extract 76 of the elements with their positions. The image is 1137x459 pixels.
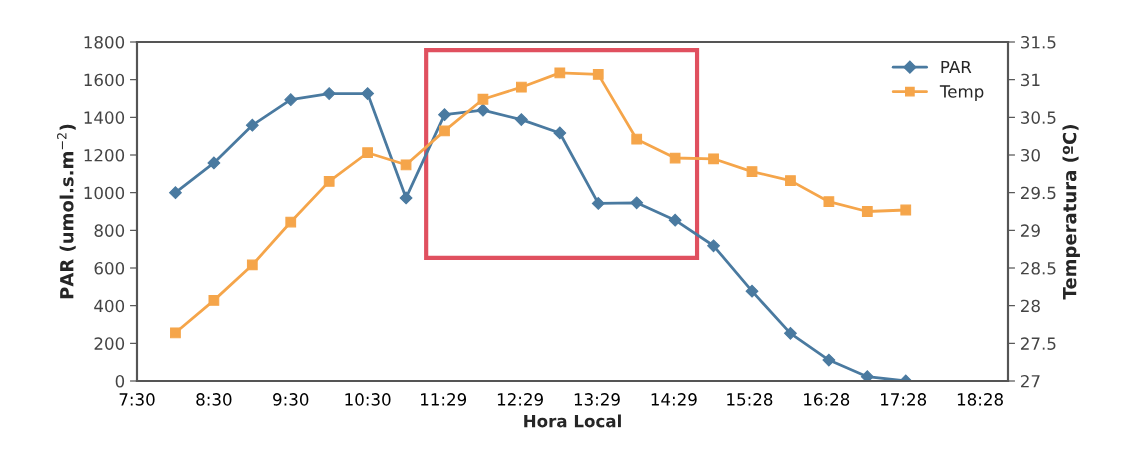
y-tick-label: 1600 [84,73,125,87]
y-tick-label: 0 [115,374,125,388]
point [516,81,527,93]
point [900,204,912,216]
point [361,87,375,101]
y2-tick-label: 30.5 [1021,111,1056,124]
point [822,353,836,367]
point [553,126,567,140]
y2-tick-label: 31.5 [1021,35,1056,49]
x-tick-label: 17:28 [881,393,927,406]
point [169,186,182,200]
y-tick-label: 1400 [84,111,125,124]
legend-label: PAR [941,60,972,74]
y-tick-label: 600 [94,261,125,275]
y-tick-label: 1000 [84,186,125,200]
point [439,125,450,137]
point [245,118,259,132]
y-tick-label: 1800 [84,35,125,49]
point [476,103,490,117]
point [745,284,759,298]
point [823,196,835,208]
point [399,191,413,205]
point [208,295,220,306]
x-tick-label: 13:29 [574,393,620,406]
point [592,69,604,80]
point [514,113,528,127]
point [861,206,873,217]
point [591,196,605,210]
point [668,213,682,227]
point [631,133,643,145]
x-tick-label: 11:29 [421,393,467,406]
point [477,93,489,105]
y2-tick-label: 30 [1021,148,1040,162]
y2-tick-label: 28 [1021,299,1040,313]
point [285,216,297,228]
x-tick-label: 16:28 [804,393,850,406]
point [784,326,797,340]
x-tick-label: 12:29 [497,393,543,406]
point [322,87,336,101]
y2-tick-label: 31 [1021,73,1040,87]
point [170,327,181,339]
x-tick-label: 14:29 [651,393,697,406]
legend-label: Temp [939,85,984,101]
y2-tick-label: 27.5 [1021,337,1056,350]
point [207,156,221,170]
point [860,370,874,381]
y2-axis-title: Temperatura (ºC) [1062,125,1080,300]
y2-tick-label: 29 [1021,224,1040,237]
y-tick-label: 200 [94,337,125,350]
y-tick-label: 800 [94,224,125,237]
point [630,196,644,210]
y-tick-label: 400 [94,299,125,313]
x-tick-label: 7:30 [119,393,155,406]
point [438,108,451,122]
point [707,239,720,253]
x-tick-label: 8:30 [196,393,232,406]
x-axis-title: Hora Local [524,414,621,428]
point [669,152,681,164]
point [554,67,566,79]
point [785,175,796,186]
y2-tick-label: 27 [1021,374,1040,388]
y2-tick-label: 28.5 [1021,261,1056,275]
point [400,159,412,171]
point [708,153,719,165]
y-axis-title: PAR (umol.s.m$^{−2}$) [57,124,76,299]
x-tick-label: 9:30 [273,393,309,406]
point [362,147,374,159]
x-tick-label: 15:28 [727,393,773,406]
point [746,166,758,177]
y-tick-label: 1200 [84,148,125,162]
x-tick-label: 10:30 [345,393,391,406]
point [323,175,335,187]
x-tick-label: 18:28 [957,393,1003,406]
point [246,259,258,271]
point [284,93,298,107]
y2-tick-label: 29.5 [1021,186,1056,200]
